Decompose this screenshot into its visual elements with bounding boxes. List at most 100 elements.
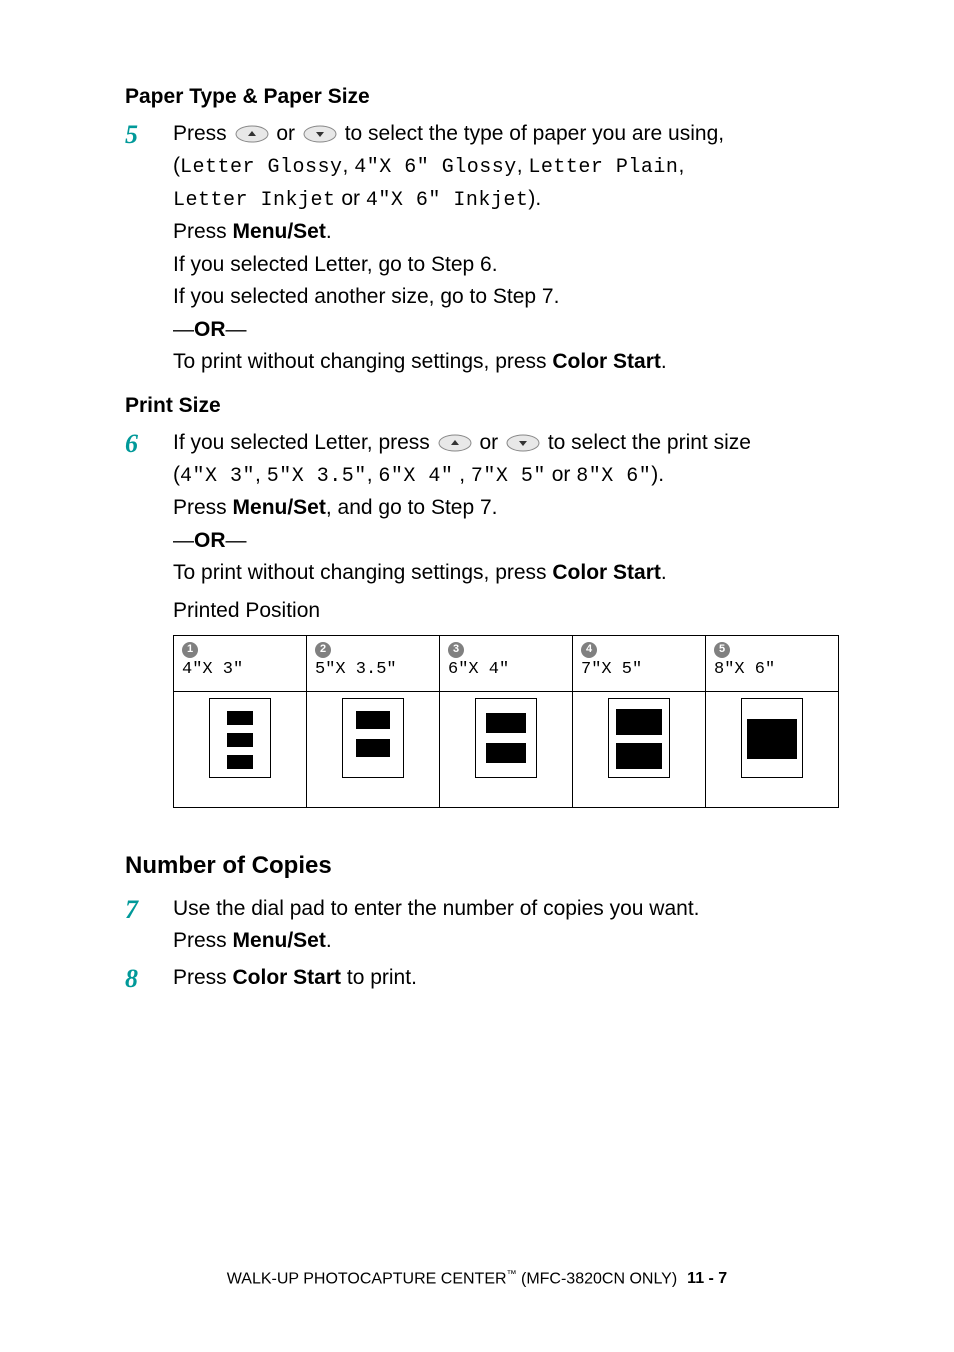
nav-up-icon	[438, 434, 472, 452]
circle-number-icon: 1	[182, 642, 198, 658]
step6-ordash2: —	[226, 529, 247, 552]
step5-line1a: Press	[173, 122, 233, 145]
step5-open: (	[173, 154, 180, 177]
step5-press: Press	[173, 220, 233, 243]
step5-c2: ,	[517, 154, 529, 177]
step6-o4: 7"X 5"	[471, 465, 546, 488]
table-header-label: 8"X 6"	[714, 660, 830, 679]
step6-colorstart: Color Start	[552, 561, 661, 584]
table-header-cell: 58"X 6"	[706, 635, 839, 691]
footer-tm: ™	[507, 1269, 517, 1280]
step5-if-other: If you selected another size, go to Step…	[173, 282, 839, 312]
table-header-row: 14"X 3"25"X 3.5"36"X 4"47"X 5"58"X 6"	[174, 635, 839, 691]
step-6-number: 6	[125, 428, 173, 459]
table-image-cell	[706, 691, 839, 807]
footer-text-a: WALK-UP PHOTOCAPTURE CENTER	[227, 1270, 507, 1287]
step5-orword: OR	[194, 318, 226, 341]
heading-print-size: Print Size	[125, 394, 839, 418]
table-header-cell: 3 6"X 4"	[440, 635, 573, 691]
step5-menuset: Menu/Set	[233, 220, 326, 243]
step5-period: .	[326, 220, 332, 243]
print-block	[486, 743, 526, 763]
print-block	[356, 739, 390, 757]
step5-line1b: or	[271, 122, 301, 145]
circle-number-icon: 2	[315, 642, 331, 658]
step7-press: Press	[173, 929, 233, 952]
heading-paper-type-size: Paper Type & Paper Size	[125, 85, 839, 109]
step5-c1: ,	[343, 154, 355, 177]
step5-opt1: Letter Glossy	[180, 156, 343, 179]
table-image-row	[174, 691, 839, 807]
step5-c3: ,	[678, 154, 684, 177]
paper-diagram	[741, 698, 803, 778]
nav-up-icon	[235, 125, 269, 143]
step6-o3: 6"X 4"	[378, 465, 453, 488]
step6-line1a: If you selected Letter, press	[173, 431, 436, 454]
paper-diagram	[342, 698, 404, 778]
table-header-cell: 2 5"X 3.5"	[307, 635, 440, 691]
step-8: 8 Press Color Start to print.	[125, 963, 839, 995]
print-block	[616, 709, 662, 735]
step5-close1: ).	[528, 187, 541, 210]
step-7-body: Use the dial pad to enter the number of …	[173, 894, 839, 959]
footer-text-b: (MFC-3820CN ONLY)	[517, 1270, 678, 1287]
print-block	[356, 711, 390, 729]
step6-menuset: Menu/Set	[233, 496, 326, 519]
step6-open: (	[173, 463, 180, 486]
step7-text: Use the dial pad to enter the number of …	[173, 894, 839, 924]
step6-c3: ,	[453, 463, 471, 486]
step6-toprint: To print without changing settings, pres…	[173, 561, 552, 584]
heading-printed-position: Printed Position	[173, 596, 839, 626]
step5-opt5: 4"X 6" Inkjet	[366, 189, 529, 212]
table-image-cell	[573, 691, 706, 807]
heading-number-of-copies: Number of Copies	[125, 852, 839, 880]
print-block	[616, 743, 662, 769]
paper-diagram	[608, 698, 670, 778]
step-7: 7 Use the dial pad to enter the number o…	[125, 894, 839, 959]
step5-ordash2: —	[226, 318, 247, 341]
print-block	[227, 711, 253, 725]
footer-page: 11 - 7	[687, 1270, 727, 1287]
step6-or1: or	[546, 463, 576, 486]
nav-down-icon	[303, 125, 337, 143]
table-header-label: 4"X 3"	[182, 660, 298, 679]
print-block	[747, 719, 797, 759]
table-header-label: 6"X 4"	[448, 660, 564, 679]
table-image-cell	[307, 691, 440, 807]
page-footer: WALK-UP PHOTOCAPTURE CENTER™ (MFC-3820CN…	[0, 1269, 954, 1288]
paper-diagram	[209, 698, 271, 778]
step6-goto7: , and go to Step 7.	[326, 496, 498, 519]
table-image-cell	[440, 691, 573, 807]
step6-ordash1: —	[173, 529, 194, 552]
paper-diagram	[475, 698, 537, 778]
step-6-body: If you selected Letter, press or to sele…	[173, 428, 839, 629]
step5-period2: .	[661, 350, 667, 373]
step-5: 5 Press or to select the type of paper y…	[125, 119, 839, 380]
step6-o2: 5"X 3.5"	[267, 465, 367, 488]
print-block	[227, 733, 253, 747]
step-5-body: Press or to select the type of paper you…	[173, 119, 839, 380]
table-header-label: 5"X 3.5"	[315, 660, 431, 679]
step6-orword: OR	[194, 529, 226, 552]
step-8-number: 8	[125, 963, 173, 994]
step-8-body: Press Color Start to print.	[173, 963, 839, 995]
step6-line1c: to select the print size	[542, 431, 751, 454]
step8-colorstart: Color Start	[233, 966, 342, 989]
step6-close: ).	[651, 463, 664, 486]
table-image-cell	[174, 691, 307, 807]
step7-period: .	[326, 929, 332, 952]
printed-position-table: 14"X 3"25"X 3.5"36"X 4"47"X 5"58"X 6"	[173, 635, 839, 808]
step5-line1c: to select the type of paper you are usin…	[339, 122, 724, 145]
step6-press: Press	[173, 496, 233, 519]
step5-if-letter: If you selected Letter, go to Step 6.	[173, 250, 839, 280]
step6-o5: 8"X 6"	[576, 465, 651, 488]
step7-menuset: Menu/Set	[233, 929, 326, 952]
table-header-cell: 1 4"X 3"	[174, 635, 307, 691]
step6-c1: ,	[255, 463, 267, 486]
circle-number-icon: 3	[448, 642, 464, 658]
step-7-number: 7	[125, 894, 173, 925]
step5-toprint: To print without changing settings, pres…	[173, 350, 552, 373]
step8-press: Press	[173, 966, 233, 989]
step5-ordash1: —	[173, 318, 194, 341]
step5-opt3: Letter Plain	[528, 156, 678, 179]
